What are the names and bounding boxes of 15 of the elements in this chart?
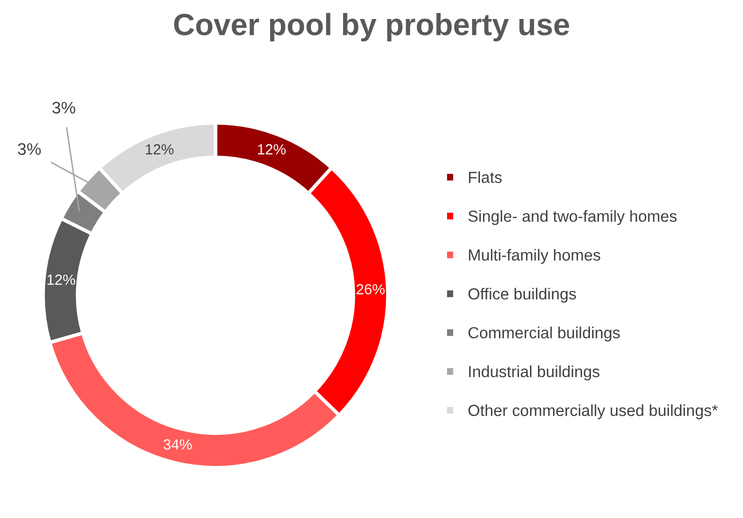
chart-title: Cover pool by proberty use — [174, 12, 570, 42]
legend-label: Single- and two-family homes — [468, 210, 677, 226]
legend-label: Industrial buildings — [469, 366, 600, 380]
legend-label: Flats — [468, 171, 502, 184]
legend-label: Office buildings — [468, 288, 576, 303]
data-label: 12% — [146, 144, 174, 154]
legend-label: Commercial buildings — [468, 326, 620, 342]
data-label: 12% — [48, 274, 76, 285]
data-label: 3% — [52, 102, 76, 114]
data-label: 34% — [164, 439, 192, 450]
data-label: 26% — [356, 284, 385, 294]
data-label: 12% — [258, 144, 286, 154]
legend-label: Other commercially used buildings* — [468, 404, 718, 420]
legend-label: Multi-family homes — [468, 248, 600, 264]
data-label: 3% — [18, 143, 41, 155]
